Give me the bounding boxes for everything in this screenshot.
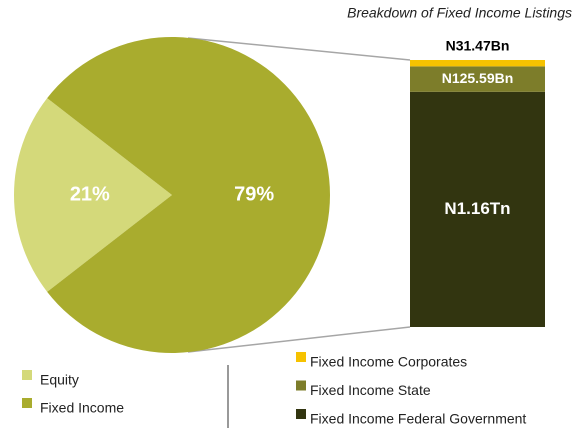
legend-label: Equity <box>40 372 79 388</box>
legend-swatch <box>22 398 32 408</box>
legend-swatch <box>296 380 306 391</box>
legend-swatch <box>296 409 306 419</box>
data-label: N1.16Tn <box>444 199 510 218</box>
connector-line <box>187 37 411 61</box>
legend-label: Fixed Income Corporates <box>310 354 467 370</box>
data-label: 79% <box>234 183 274 205</box>
legend-swatch <box>22 370 32 380</box>
bar-segment <box>410 91 545 327</box>
legend-label: Fixed Income <box>40 400 124 416</box>
bar-segment <box>410 66 545 92</box>
pie-slice <box>13 98 173 292</box>
legend-label: Fixed Income Federal Government <box>310 411 526 427</box>
data-label: N125.59Bn <box>442 70 514 86</box>
legend-label: Fixed Income State <box>310 382 431 398</box>
bar-segment <box>410 60 545 67</box>
data-label: 21% <box>70 183 110 205</box>
data-label: N31.47Bn <box>446 38 510 54</box>
bar-title: Breakdown of Fixed Income Listings <box>347 5 572 21</box>
legend-swatch <box>296 352 306 362</box>
pie-slice <box>47 37 330 354</box>
connector-line <box>187 326 411 353</box>
